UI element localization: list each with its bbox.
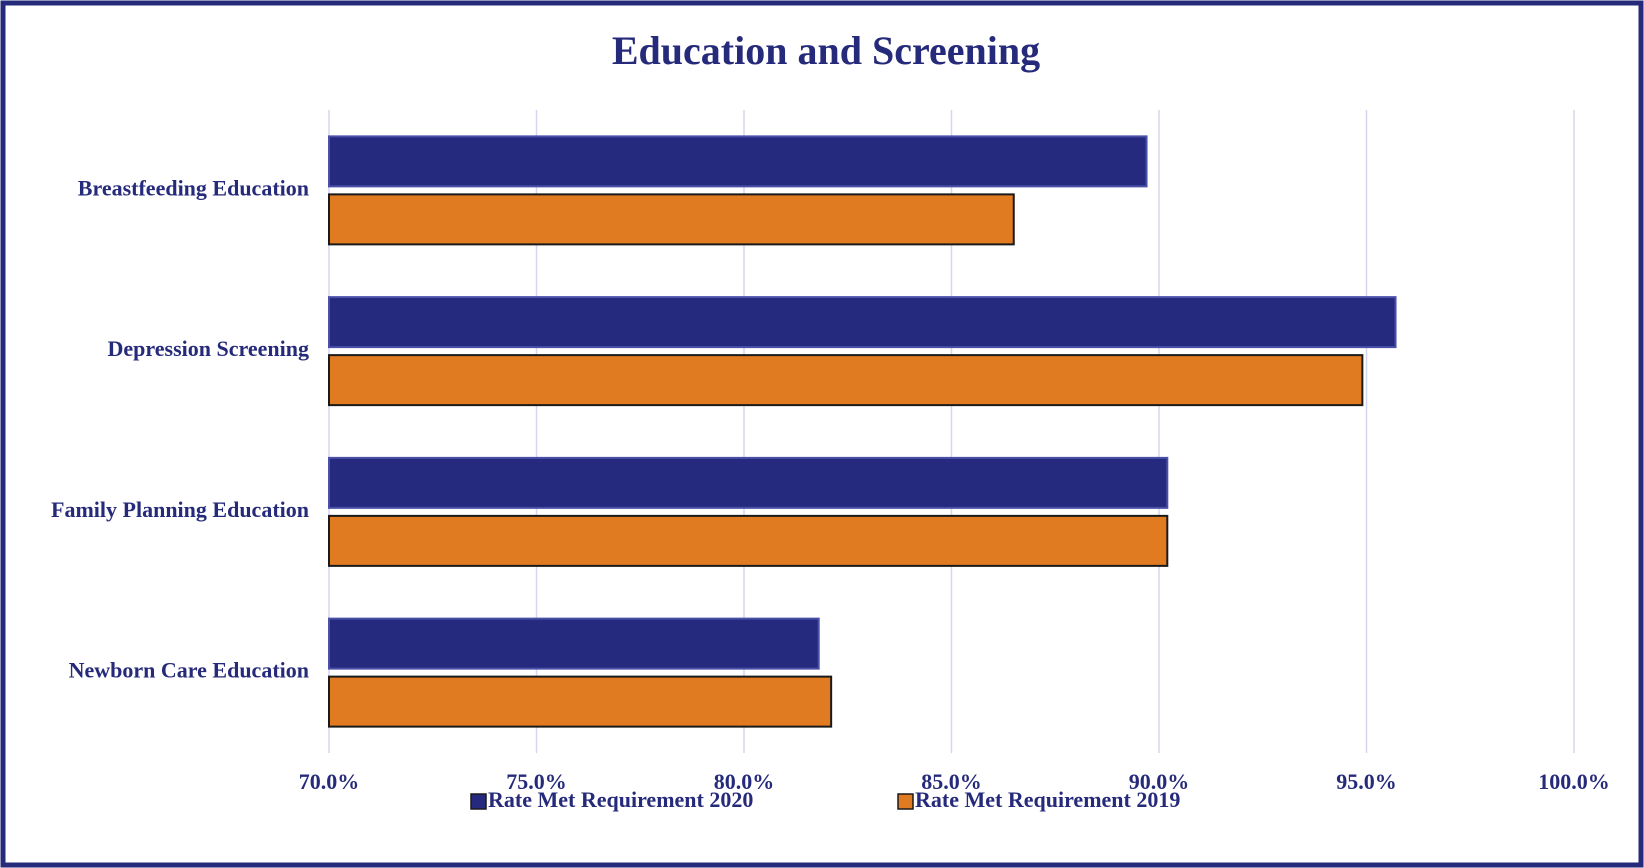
x-tick-label: 70.0% xyxy=(299,769,360,794)
x-tick-label: 90.0% xyxy=(1129,769,1190,794)
bar xyxy=(328,135,1148,188)
x-tick-label: 80.0% xyxy=(714,769,775,794)
bar xyxy=(328,193,1015,246)
bar xyxy=(328,675,833,728)
x-tick-label: 95.0% xyxy=(1336,769,1397,794)
y-tick-label: Family Planning Education xyxy=(51,497,309,522)
legend-marker xyxy=(897,793,914,810)
y-tick-label: Depression Screening xyxy=(108,336,309,361)
y-tick-label: Breastfeeding Education xyxy=(78,175,309,200)
bar xyxy=(328,514,1169,567)
x-tick-label: 75.0% xyxy=(506,769,567,794)
x-tick-label: 85.0% xyxy=(921,769,982,794)
legend-marker xyxy=(470,793,487,810)
legend-label: Rate Met Requirement 2020 xyxy=(488,787,753,812)
bar xyxy=(328,296,1397,349)
legend-label: Rate Met Requirement 2019 xyxy=(915,787,1180,812)
bar xyxy=(328,354,1364,407)
bar xyxy=(328,456,1169,509)
x-tick-label: 100.0% xyxy=(1538,769,1610,794)
bar xyxy=(328,617,820,670)
y-tick-label: Newborn Care Education xyxy=(69,658,309,683)
chart-title: Education and Screening xyxy=(612,28,1040,73)
